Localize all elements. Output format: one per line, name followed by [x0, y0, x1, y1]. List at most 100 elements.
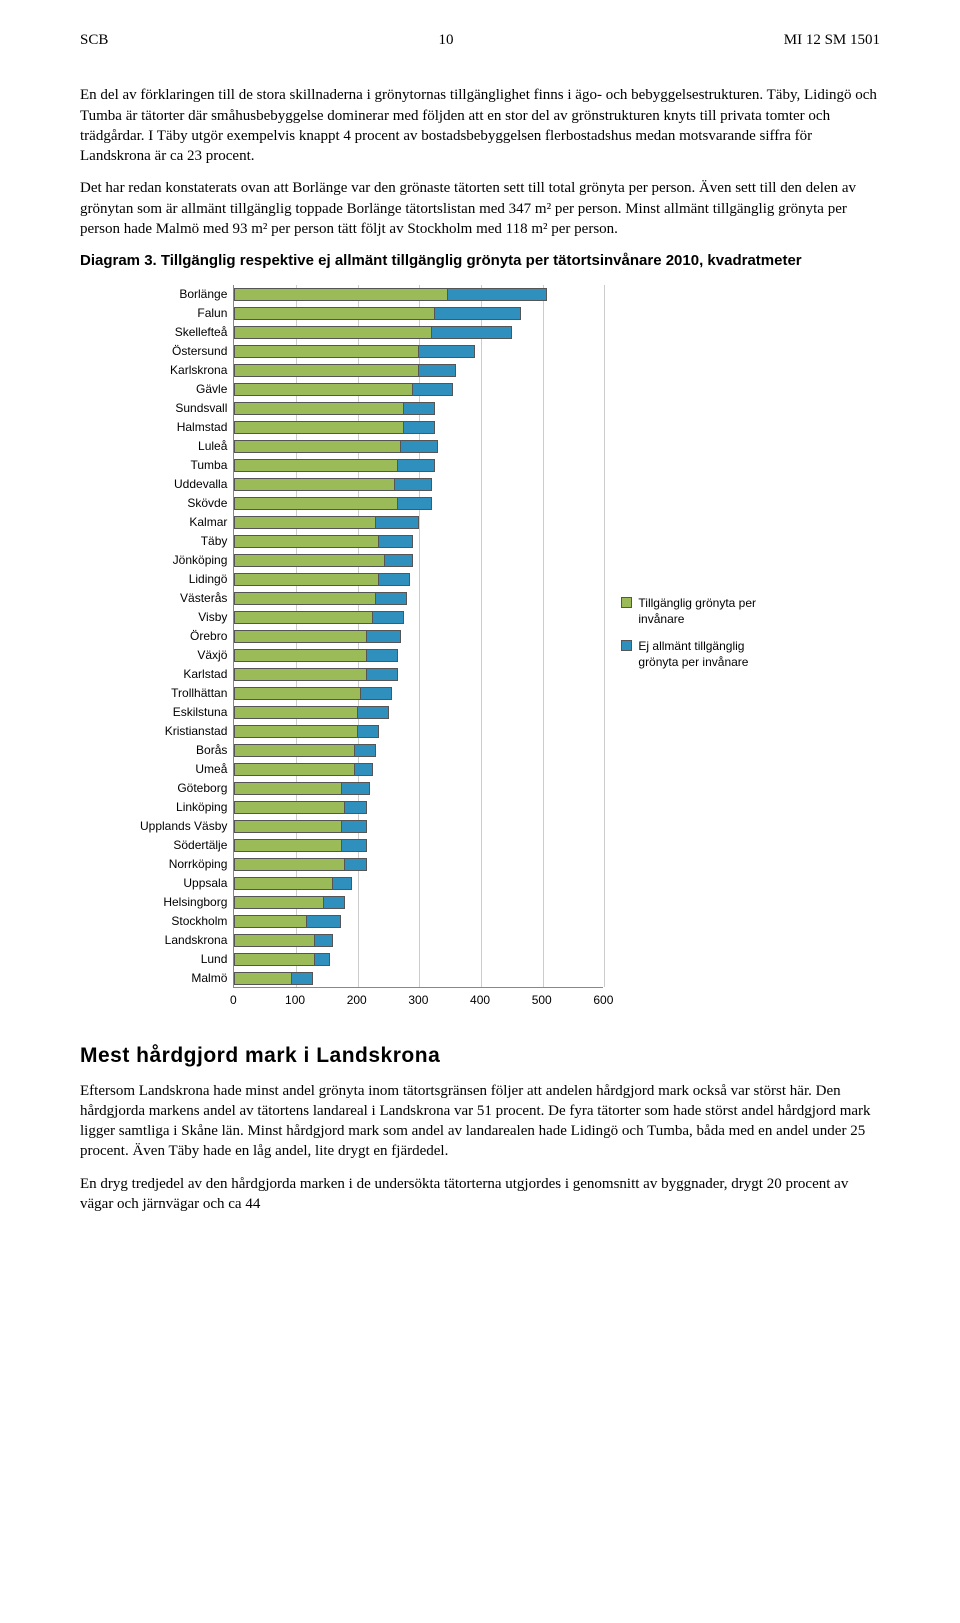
bar-row — [234, 399, 603, 418]
y-axis-label: Luleå — [198, 437, 227, 456]
paragraph-3: Eftersom Landskrona hade minst andel grö… — [80, 1081, 880, 1162]
y-axis-label: Norrköping — [169, 855, 228, 874]
y-axis-label: Göteborg — [177, 779, 227, 798]
bar-segment-accessible — [234, 877, 333, 890]
bar-segment-accessible — [234, 858, 345, 871]
bar-segment-accessible — [234, 383, 413, 396]
bar-row — [234, 722, 603, 741]
bar-segment-not-accessible — [401, 440, 438, 453]
header-center: 10 — [439, 30, 454, 50]
bar-segment-not-accessible — [358, 725, 380, 738]
bar-segment-not-accessible — [404, 402, 435, 415]
y-axis-label: Örebro — [190, 627, 227, 646]
y-axis-label: Lund — [201, 950, 228, 969]
bar-segment-accessible — [234, 459, 397, 472]
bar-segment-not-accessible — [379, 573, 410, 586]
y-axis-label: Upplands Väsby — [140, 817, 227, 836]
bar-segment-accessible — [234, 972, 291, 985]
bar-row — [234, 418, 603, 437]
x-axis: 0100200300400500600 — [233, 988, 603, 1012]
y-axis-label: Borås — [196, 741, 227, 760]
bar-segment-not-accessible — [345, 858, 367, 871]
bar-segment-accessible — [234, 630, 367, 643]
bar-segment-not-accessible — [367, 630, 401, 643]
legend-swatch — [621, 597, 632, 608]
bar-segment-accessible — [234, 744, 354, 757]
y-axis-label: Uppsala — [183, 874, 227, 893]
bar-row — [234, 513, 603, 532]
y-axis-label: Falun — [197, 304, 227, 323]
bar-segment-accessible — [234, 573, 379, 586]
legend-swatch — [621, 640, 632, 651]
x-axis-tick: 600 — [593, 992, 613, 1008]
bar-segment-not-accessible — [419, 345, 475, 358]
bar-row — [234, 361, 603, 380]
bar-segment-not-accessible — [367, 668, 398, 681]
bar-row — [234, 304, 603, 323]
bar-segment-accessible — [234, 706, 357, 719]
diagram-title: Diagram 3. Tillgänglig respektive ej all… — [80, 251, 880, 271]
bar-segment-accessible — [234, 687, 360, 700]
chart-legend: Tillgänglig grönyta per invånareEj allmä… — [621, 595, 771, 680]
bar-segment-accessible — [234, 763, 354, 776]
bar-segment-accessible — [234, 421, 404, 434]
bar-row — [234, 798, 603, 817]
y-axis-label: Tumba — [190, 456, 227, 475]
bar-segment-not-accessible — [419, 364, 456, 377]
bar-segment-not-accessible — [342, 782, 370, 795]
bar-row — [234, 437, 603, 456]
bar-segment-not-accessible — [404, 421, 435, 434]
y-axis-label: Borlänge — [179, 285, 227, 304]
paragraph-2: Det har redan konstaterats ovan att Borl… — [80, 178, 880, 239]
y-axis-label: Skövde — [187, 494, 227, 513]
y-axis-label: Skellefteå — [175, 323, 228, 342]
bar-segment-accessible — [234, 326, 431, 339]
bar-segment-accessible — [234, 402, 404, 415]
x-axis-tick: 200 — [347, 992, 367, 1008]
y-axis-label: Visby — [198, 608, 227, 627]
y-axis-label: Stockholm — [171, 912, 227, 931]
bar-segment-not-accessible — [367, 649, 398, 662]
bar-segment-accessible — [234, 820, 342, 833]
y-axis-label: Södertälje — [173, 836, 227, 855]
bar-row — [234, 475, 603, 494]
bar-segment-not-accessible — [342, 839, 367, 852]
y-axis-label: Umeå — [195, 760, 227, 779]
y-axis-label: Jönköping — [173, 551, 228, 570]
bar-row — [234, 532, 603, 551]
bar-row — [234, 627, 603, 646]
bar-segment-accessible — [234, 288, 448, 301]
bar-segment-not-accessible — [292, 972, 314, 985]
bar-row — [234, 551, 603, 570]
bar-segment-accessible — [234, 497, 397, 510]
bar-row — [234, 684, 603, 703]
y-axis-label: Gävle — [196, 380, 227, 399]
bar-segment-accessible — [234, 668, 367, 681]
bar-segment-accessible — [234, 839, 342, 852]
x-axis-tick: 500 — [532, 992, 552, 1008]
bar-segment-accessible — [234, 953, 314, 966]
bar-segment-accessible — [234, 592, 376, 605]
y-axis-label: Helsingborg — [163, 893, 227, 912]
bar-row — [234, 703, 603, 722]
bar-row — [234, 874, 603, 893]
y-axis-label: Karlskrona — [170, 361, 227, 380]
bar-segment-not-accessible — [385, 554, 413, 567]
bar-row — [234, 342, 603, 361]
legend-label: Ej allmänt tillgänglig grönyta per invån… — [638, 638, 771, 670]
bar-row — [234, 950, 603, 969]
bar-segment-not-accessible — [307, 915, 341, 928]
bar-row — [234, 380, 603, 399]
y-axis-label: Östersund — [172, 342, 227, 361]
bar-segment-not-accessible — [398, 459, 435, 472]
bar-row — [234, 855, 603, 874]
y-axis-label: Landskrona — [165, 931, 228, 950]
bar-segment-accessible — [234, 364, 419, 377]
bar-segment-accessible — [234, 516, 376, 529]
y-axis-label: Täby — [201, 532, 228, 551]
bar-segment-accessible — [234, 782, 342, 795]
bar-segment-not-accessible — [379, 535, 413, 548]
bar-segment-accessible — [234, 725, 357, 738]
y-axis-label: Kalmar — [189, 513, 227, 532]
plot-wrapper: 0100200300400500600 — [233, 285, 603, 1012]
